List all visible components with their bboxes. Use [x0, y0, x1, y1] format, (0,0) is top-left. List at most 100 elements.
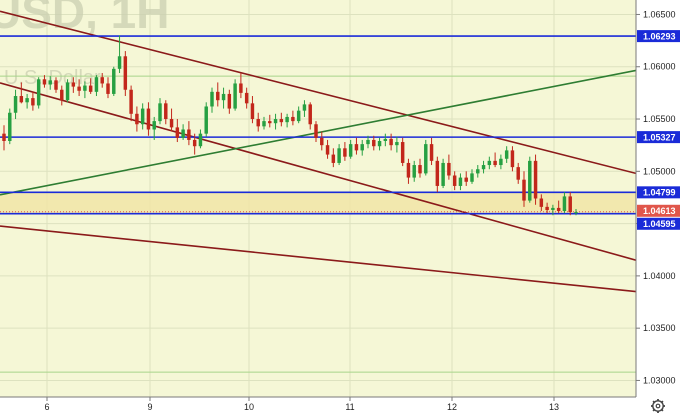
- level-label-box: [637, 217, 680, 230]
- candle-body: [256, 119, 260, 127]
- candle: [112, 66, 116, 97]
- candle: [285, 113, 289, 128]
- candle: [395, 136, 399, 153]
- gear-icon[interactable]: [651, 399, 665, 413]
- candle: [291, 110, 295, 126]
- price-tick-label: 1.03000: [643, 375, 676, 385]
- candle: [198, 129, 203, 149]
- candle: [539, 194, 544, 212]
- candle: [551, 204, 555, 216]
- price-tick-label: 1.03500: [643, 323, 676, 333]
- candle-body: [296, 110, 301, 122]
- candle-body: [94, 77, 99, 92]
- candle: [13, 89, 18, 120]
- candle-body: [169, 119, 174, 128]
- candle: [36, 77, 41, 109]
- candle: [383, 133, 388, 147]
- candle-body: [13, 96, 18, 113]
- candle: [244, 87, 249, 109]
- candle-body: [302, 104, 307, 111]
- candle-body: [551, 207, 555, 211]
- candle: [533, 154, 538, 205]
- candle-body: [499, 158, 503, 166]
- candle: [366, 135, 370, 149]
- candle: [424, 139, 428, 176]
- candle: [169, 108, 174, 132]
- candle: [204, 102, 208, 137]
- candle-body: [31, 98, 35, 106]
- candle-body: [36, 79, 41, 106]
- candle-body: [181, 129, 185, 138]
- candle-body: [395, 142, 399, 146]
- time-axis[interactable]: [0, 397, 636, 417]
- candle: [429, 137, 434, 166]
- candle-body: [452, 175, 457, 186]
- candle-body: [539, 198, 544, 207]
- candle-body: [348, 144, 353, 157]
- candle: [262, 116, 266, 130]
- trendline-upper-channel[interactable]: [0, 10, 636, 175]
- candle-body: [337, 148, 341, 163]
- candle: [452, 171, 457, 191]
- candle: [320, 131, 324, 151]
- candle: [545, 202, 549, 214]
- candle: [216, 82, 220, 107]
- candle-body: [239, 83, 243, 93]
- level-label-box: [637, 186, 680, 199]
- level-label: 1.04799: [643, 188, 676, 198]
- candle: [60, 85, 64, 106]
- candle: [106, 77, 110, 99]
- candle-body: [528, 160, 532, 201]
- candle: [129, 85, 133, 122]
- candle: [447, 154, 451, 180]
- trendlines[interactable]: [0, 10, 636, 293]
- candle: [273, 113, 278, 130]
- candle: [574, 208, 578, 216]
- price-tick-label: 1.04000: [643, 271, 676, 281]
- candle-body: [54, 80, 58, 90]
- price-tick-label: 1.05500: [643, 114, 676, 124]
- trendline-rising-line[interactable]: [0, 69, 636, 196]
- candle: [377, 137, 382, 151]
- candle: [343, 142, 347, 161]
- candle-body: [464, 177, 468, 182]
- candle-body: [504, 150, 509, 159]
- candle-body: [227, 93, 232, 109]
- candle-body: [562, 196, 567, 212]
- candle: [8, 108, 12, 145]
- candle-body: [152, 121, 156, 130]
- candle: [360, 139, 364, 156]
- candle: [210, 87, 214, 113]
- candle: [470, 169, 474, 184]
- candle-body: [8, 112, 12, 141]
- candle-body: [268, 121, 272, 124]
- price-axis[interactable]: [636, 0, 680, 397]
- candle: [464, 171, 468, 186]
- candle: [146, 102, 151, 136]
- level-label: 1.06293: [643, 31, 676, 41]
- candle: [48, 76, 52, 90]
- candle: [221, 87, 226, 109]
- candle: [522, 171, 526, 207]
- candle: [88, 78, 93, 94]
- candle: [406, 158, 411, 184]
- level-label-box: [637, 30, 680, 43]
- candle: [400, 137, 405, 167]
- candle-body: [175, 127, 180, 138]
- candle-body: [377, 140, 382, 147]
- candle-body: [366, 139, 370, 145]
- candle: [499, 154, 503, 170]
- candle-body: [516, 167, 520, 180]
- candle-body: [458, 177, 463, 186]
- candle-body: [343, 148, 347, 157]
- candle: [279, 112, 284, 127]
- trendline-lower-channel[interactable]: [0, 82, 636, 261]
- candle-body: [556, 207, 561, 212]
- candle: [568, 192, 572, 216]
- trendline-support-line[interactable]: [0, 225, 636, 293]
- candle-body: [135, 113, 139, 125]
- candle: [256, 112, 260, 132]
- candle: [152, 116, 156, 140]
- candle: [94, 75, 99, 97]
